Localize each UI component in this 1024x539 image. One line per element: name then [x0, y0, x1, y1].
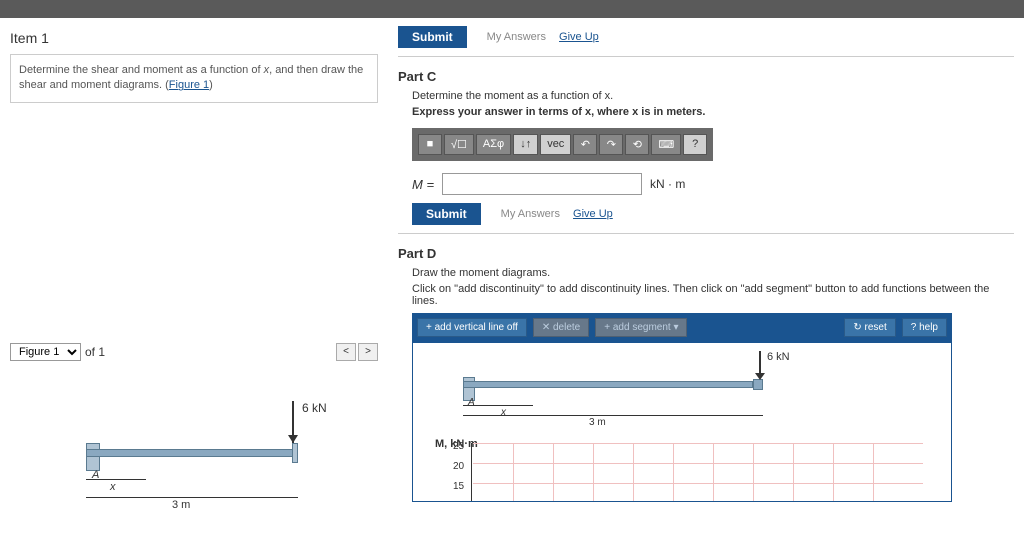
toolbar-redo-button[interactable]: ↷	[599, 134, 623, 155]
left-column: Item 1 Determine the shear and moment as…	[0, 18, 388, 539]
figure-prev-button[interactable]: <	[336, 343, 356, 361]
gb-span-label: 3 m	[589, 417, 606, 428]
figure-nav: Figure 1 of 1 < >	[10, 343, 378, 361]
dim-span-label: 3 m	[170, 499, 192, 511]
graph-help-button[interactable]: ? help	[902, 318, 947, 337]
graph-beam-diagram: 6 kN A x 3 m	[413, 343, 951, 433]
give-up-link-c[interactable]: Give Up	[573, 208, 613, 220]
gb-end	[753, 379, 763, 390]
plot-tick-15: 15	[453, 481, 464, 492]
submit-button-c[interactable]: Submit	[412, 203, 481, 225]
plot-grid	[473, 443, 923, 502]
toolbar-help-button[interactable]: ?	[683, 134, 707, 155]
top-bar	[0, 0, 1024, 18]
plot-tick-20: 20	[453, 461, 464, 472]
toolbar-greek-button[interactable]: ΑΣφ	[476, 134, 511, 155]
equation-toolbar: ■ √☐ ΑΣφ ↓↑ vec ↶ ↷ ⟲ ⌨ ?	[412, 128, 713, 161]
gb-xline	[463, 405, 533, 406]
beam-diagram: 6 kN A x 3 m	[10, 381, 378, 531]
figure-link[interactable]: Figure 1	[169, 79, 209, 91]
toolbar-template-button[interactable]: ■	[418, 134, 442, 155]
prompt-box: Determine the shear and moment as a func…	[10, 54, 378, 103]
gb-point-a: A	[468, 397, 475, 408]
submit-button[interactable]: Submit	[398, 26, 467, 48]
force-arrow	[292, 401, 294, 443]
toolbar-vec-button[interactable]: vec	[540, 134, 571, 155]
dim-x-line	[86, 479, 146, 480]
prompt-text-3: )	[209, 79, 213, 91]
plot-tick-25: 25	[453, 441, 464, 452]
dim-x-label: x	[110, 481, 116, 493]
part-d-line1: Draw the moment diagrams.	[412, 267, 1014, 279]
item-title: Item 1	[10, 26, 378, 54]
answer-input[interactable]	[442, 173, 642, 195]
gb-x-label: x	[501, 407, 506, 418]
submit-row-top: Submit My Answers Give Up	[398, 26, 1014, 48]
plot-y-axis	[471, 443, 472, 502]
gb-arrow-head	[755, 373, 765, 380]
my-answers-link[interactable]: My Answers	[487, 31, 546, 43]
answer-unit: kN · m	[650, 177, 685, 191]
add-vertical-line-button[interactable]: + add vertical line off	[417, 318, 527, 337]
toolbar-sqrt-button[interactable]: √☐	[444, 134, 474, 155]
dim-span-line	[86, 497, 298, 498]
submit-row-c: Submit My Answers Give Up	[412, 203, 1014, 225]
gb-span-line	[463, 415, 763, 416]
toolbar-keyboard-button[interactable]: ⌨	[651, 134, 681, 155]
graph-toolbar: + add vertical line off ✕ delete + add s…	[412, 313, 952, 342]
graph-area[interactable]: 6 kN A x 3 m M, kN·m 25 20 15	[412, 342, 952, 502]
toolbar-subscript-button[interactable]: ↓↑	[513, 134, 538, 155]
part-c-line1: Determine the moment as a function of x.	[412, 90, 1014, 102]
my-answers-link-c[interactable]: My Answers	[501, 208, 560, 220]
give-up-link[interactable]: Give Up	[559, 31, 599, 43]
delete-button[interactable]: ✕ delete	[533, 318, 589, 337]
answer-row: M = kN · m	[412, 173, 1014, 195]
gb-force-label: 6 kN	[767, 351, 790, 363]
right-column: Submit My Answers Give Up Part C Determi…	[388, 18, 1024, 539]
part-c-header: Part C	[398, 69, 1014, 84]
add-segment-button[interactable]: + add segment ▾	[595, 318, 687, 337]
force-label: 6 kN	[302, 401, 327, 415]
toolbar-reset-button[interactable]: ⟲	[625, 134, 649, 155]
gb-bar	[463, 381, 753, 388]
prompt-text: Determine the shear and moment as a func…	[19, 64, 264, 76]
part-c-line2: Express your answer in terms of x, where…	[412, 106, 1014, 118]
toolbar-undo-button[interactable]: ↶	[573, 134, 597, 155]
main-layout: Item 1 Determine the shear and moment as…	[0, 18, 1024, 539]
beam-support	[86, 443, 100, 471]
beam-end	[292, 443, 298, 463]
beam-bar	[86, 449, 298, 457]
answer-variable: M =	[412, 177, 434, 192]
part-d-header: Part D	[398, 246, 1014, 261]
figure-select[interactable]: Figure 1	[10, 343, 81, 361]
figure-of-label: of 1	[85, 345, 105, 359]
figure-next-button[interactable]: >	[358, 343, 378, 361]
part-d-line2: Click on "add discontinuity" to add disc…	[412, 283, 1014, 307]
graph-reset-button[interactable]: ↻ reset	[844, 318, 895, 337]
